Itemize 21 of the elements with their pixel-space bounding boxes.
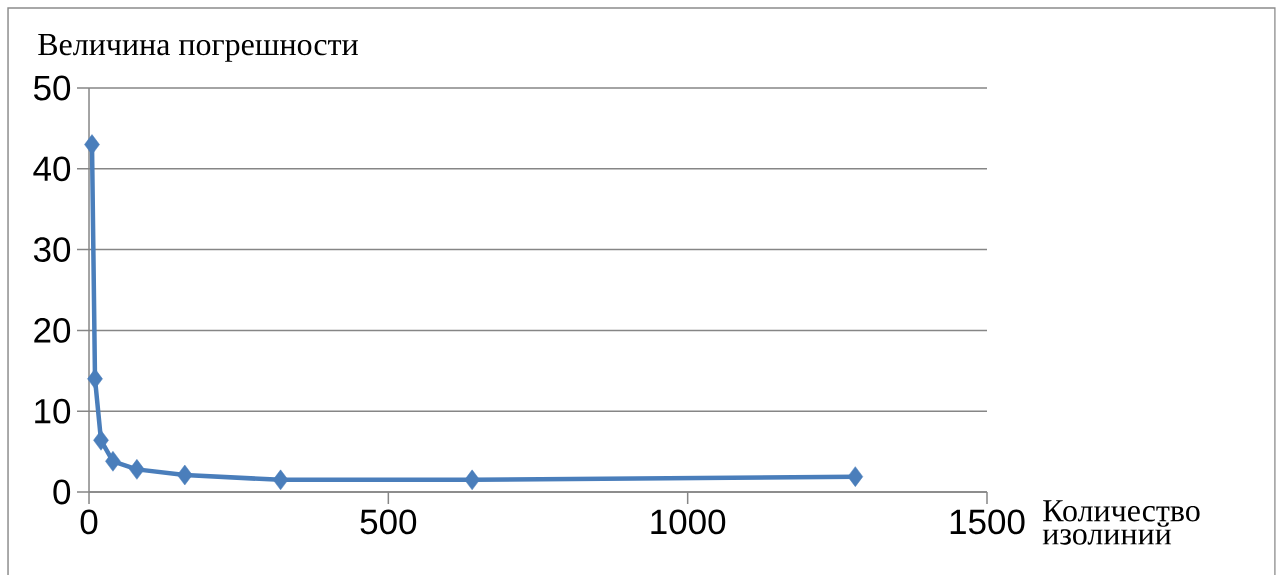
y-tick-label: 20: [34, 318, 71, 343]
x-tick-label: 1000: [651, 509, 726, 535]
x-tick-label: 0: [80, 509, 98, 535]
x-tick-label: 1500: [950, 509, 1025, 535]
point: [105, 451, 121, 472]
x-tick-label: 500: [360, 509, 417, 535]
point: [129, 459, 145, 480]
y-tick-label: 10: [35, 398, 71, 424]
point: [177, 464, 193, 486]
y-axis-title: Величина погрешности: [38, 34, 358, 62]
point: [464, 469, 480, 491]
y-tick-label: 50: [33, 75, 71, 101]
y-tick-label: 30: [33, 237, 71, 262]
x-axis-title: Количество изолиний: [1042, 500, 1200, 545]
y-tick-label: 0: [53, 479, 71, 505]
point: [93, 430, 109, 451]
point: [87, 368, 103, 390]
point: [847, 466, 864, 487]
point: [84, 134, 100, 155]
y-tick-label: 40: [33, 156, 71, 182]
point: [272, 469, 289, 491]
